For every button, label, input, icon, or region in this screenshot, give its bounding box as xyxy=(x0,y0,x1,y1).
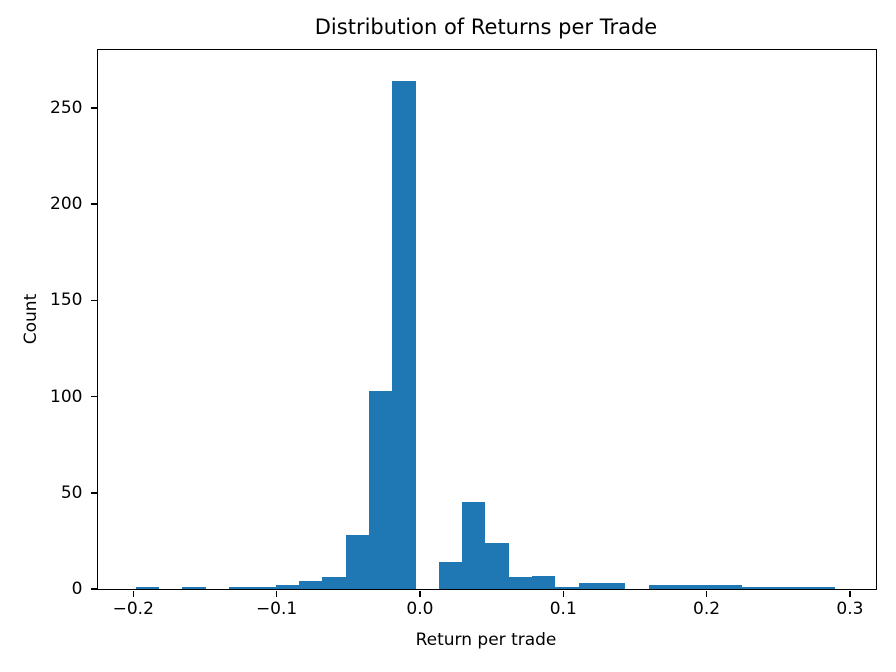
histogram-bar xyxy=(438,562,463,589)
histogram-bar xyxy=(462,502,486,589)
histogram-bar xyxy=(765,587,789,589)
x-tick-label: 0.3 xyxy=(836,598,864,619)
y-tick-label: 200 xyxy=(50,194,83,214)
x-axis-label: Return per trade xyxy=(415,630,557,650)
histogram-bar xyxy=(345,535,369,589)
histogram-bar xyxy=(322,577,346,589)
histogram-bar xyxy=(555,587,579,589)
histogram-bar xyxy=(135,587,159,589)
x-tick-label: 0.0 xyxy=(406,598,434,619)
histogram-bar xyxy=(532,575,556,589)
y-tick-label: 100 xyxy=(50,386,83,407)
histogram-bar xyxy=(508,577,533,589)
histogram-bar xyxy=(602,583,626,589)
y-tick-mark xyxy=(90,299,97,301)
y-tick-label: 150 xyxy=(50,290,83,311)
histogram-bar xyxy=(742,587,766,589)
histogram-bar xyxy=(182,587,206,589)
histogram-bar xyxy=(788,587,812,589)
histogram-bar xyxy=(485,542,509,589)
x-tick-mark xyxy=(562,590,564,597)
histogram-bar xyxy=(811,587,836,589)
histogram-bar xyxy=(578,583,603,589)
x-tick-label: −0.1 xyxy=(255,598,298,619)
y-tick-mark xyxy=(90,395,97,398)
y-tick-label: 250 xyxy=(50,97,83,118)
x-tick-label: −0.2 xyxy=(112,598,154,619)
x-tick-mark xyxy=(705,590,708,597)
y-tick-mark xyxy=(90,107,97,109)
histogram-bar xyxy=(648,585,673,589)
histogram-bar xyxy=(392,80,416,589)
y-axis-label: Count xyxy=(21,293,41,345)
x-tick-mark xyxy=(419,590,421,597)
y-tick-mark xyxy=(90,203,97,205)
histogram-bar xyxy=(298,581,323,589)
x-tick-mark xyxy=(132,590,134,597)
histogram-bar xyxy=(228,587,253,589)
y-tick-label: 50 xyxy=(60,482,83,503)
histogram-bar xyxy=(718,585,742,589)
y-tick-label: 0 xyxy=(71,579,83,599)
histogram-bar xyxy=(252,587,276,589)
x-tick-label: 0.1 xyxy=(549,598,577,619)
plot-area: −0.2 −0.1 0.0 0.1 0.2 0.3 0 50 100 150 200 250 xyxy=(50,49,877,619)
x-tick-mark xyxy=(275,590,278,597)
histogram-bar xyxy=(275,585,299,589)
x-tick-mark xyxy=(849,590,851,597)
histogram-bar xyxy=(368,390,393,589)
y-tick-mark xyxy=(90,492,97,494)
histogram-bar xyxy=(695,585,719,589)
chart-title: Distribution of Returns per Trade xyxy=(314,15,658,39)
histogram-bar xyxy=(672,585,696,589)
x-tick-label: 0.2 xyxy=(693,598,721,619)
y-tick-mark xyxy=(90,588,97,590)
